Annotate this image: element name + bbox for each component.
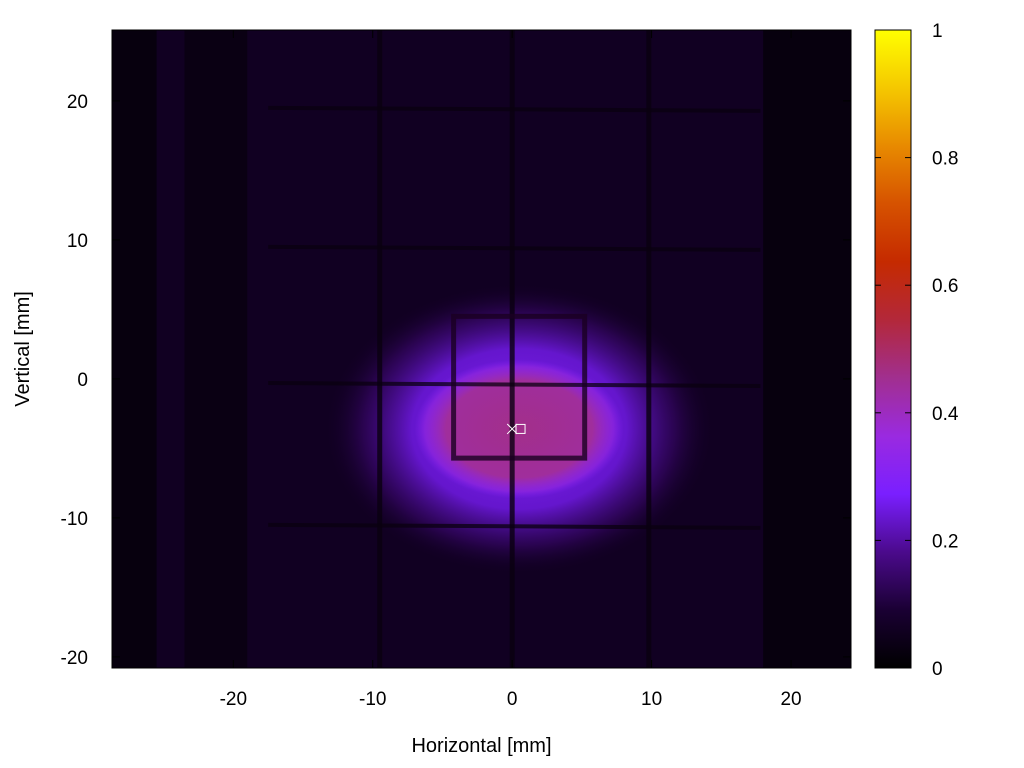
marker-square — [515, 423, 526, 434]
x-tick-label: 10 — [641, 689, 662, 710]
dark-band-2 — [763, 30, 851, 668]
inner-frame — [451, 313, 588, 461]
colorbar-tick-label: 1 — [932, 21, 943, 42]
colorbar-tick-label: 0.4 — [932, 404, 959, 425]
y-tick-label: 0 — [77, 370, 88, 391]
colorbar: 0 0.2 0.4 0.6 0.8 1 — [874, 21, 959, 680]
dark-band-1 — [184, 30, 248, 668]
colorbar-tick-label: 0.2 — [932, 531, 958, 552]
wire-horizontal-0 — [268, 105, 761, 113]
plot-area — [112, 30, 851, 668]
colorbar-gradient — [874, 29, 912, 669]
y-tick-label: -10 — [61, 509, 88, 530]
wire-horizontal-1 — [268, 244, 761, 252]
y-tick-label: -20 — [61, 648, 88, 669]
axes: -20 -10 0 10 20 -20 -10 0 10 20 — [61, 29, 852, 710]
colorbar-tick-label: 0.8 — [932, 149, 958, 170]
x-tick-label: -10 — [359, 689, 386, 710]
x-tick-label: -20 — [220, 689, 247, 710]
wire-horizontal-3 — [268, 522, 761, 530]
marker-x — [506, 423, 518, 435]
y-axis-label: Vertical [mm] — [12, 291, 34, 407]
wire-horizontal-2 — [268, 381, 761, 389]
x-tick-label: 20 — [780, 689, 801, 710]
x-axis-label: Horizontal [mm] — [411, 735, 551, 757]
beam-core — [414, 359, 624, 499]
plot-frame — [111, 29, 852, 669]
y-tick-label: 10 — [67, 231, 88, 252]
dark-band-0 — [112, 30, 157, 668]
y-tick-label: 20 — [67, 92, 88, 113]
colorbar-tick-label: 0.6 — [932, 276, 958, 297]
colorbar-tick-label: 0 — [932, 659, 943, 680]
x-tick-label: 0 — [507, 689, 518, 710]
